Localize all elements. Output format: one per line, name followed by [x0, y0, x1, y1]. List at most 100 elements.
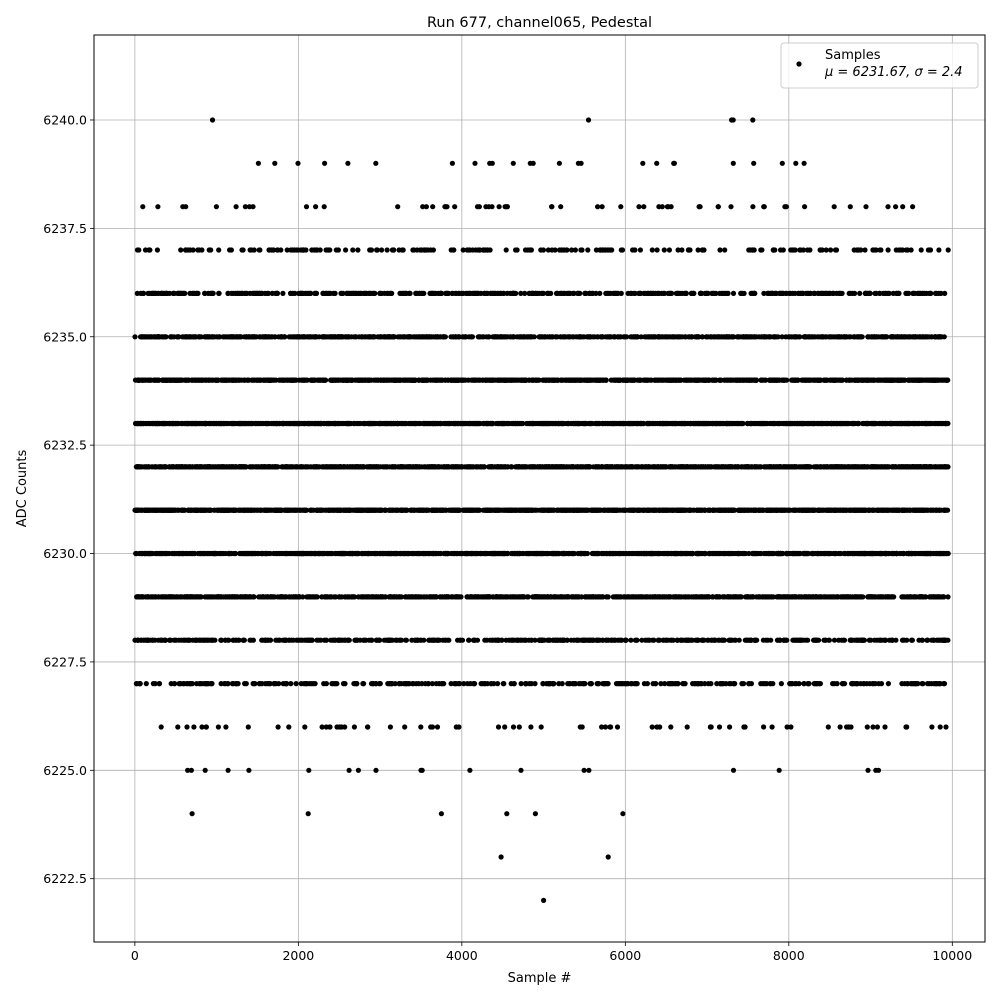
data-point: [370, 681, 376, 687]
data-point: [705, 681, 712, 687]
data-point: [564, 637, 570, 643]
data-point: [710, 637, 717, 643]
data-point: [721, 637, 728, 643]
data-point: [644, 637, 650, 643]
data-point: [351, 724, 357, 730]
data-point: [904, 681, 910, 687]
data-point: [522, 637, 528, 643]
data-point: [599, 724, 605, 730]
data-point: [768, 637, 774, 643]
data-point: [564, 594, 570, 600]
data-point: [387, 637, 394, 643]
data-point: [638, 594, 645, 600]
data-point: [930, 550, 936, 557]
data-point: [167, 637, 173, 643]
data-point: [270, 507, 276, 513]
data-point: [141, 637, 147, 643]
data-point: [279, 550, 285, 557]
data-point: [763, 637, 769, 643]
data-point: [361, 681, 367, 687]
data-point: [874, 724, 881, 730]
data-point: [635, 550, 641, 557]
data-point: [359, 550, 365, 557]
data-point: [253, 550, 259, 557]
data-point: [689, 550, 695, 557]
data-point: [796, 681, 802, 687]
data-point: [691, 507, 697, 513]
data-point: [783, 637, 789, 643]
data-point: [171, 637, 177, 643]
data-point: [801, 594, 808, 600]
data-point: [282, 637, 288, 643]
data-point: [502, 724, 508, 730]
data-point: [298, 507, 304, 513]
data-point: [391, 594, 397, 600]
data-point: [203, 724, 209, 730]
data-point: [431, 594, 437, 600]
data-point: [518, 681, 524, 687]
data-point: [230, 681, 236, 687]
data-point: [332, 637, 338, 643]
data-point: [814, 637, 820, 643]
data-point: [292, 550, 298, 557]
data-point: [191, 724, 197, 730]
data-point: [729, 550, 736, 557]
data-point: [831, 637, 838, 643]
data-point: [467, 767, 473, 773]
data-point: [743, 594, 750, 600]
data-point: [529, 637, 535, 643]
data-point: [699, 594, 705, 600]
data-point: [416, 681, 422, 687]
data-point: [924, 637, 930, 643]
data-point: [415, 594, 421, 600]
data-points: [132, 117, 951, 904]
data-point: [142, 550, 148, 557]
data-point: [464, 594, 470, 600]
data-point: [850, 550, 856, 557]
data-point: [373, 594, 379, 600]
data-point: [439, 507, 445, 513]
data-point: [143, 507, 149, 513]
data-point: [563, 550, 569, 557]
data-point: [587, 681, 593, 687]
data-point: [678, 594, 685, 600]
data-point: [408, 507, 414, 513]
data-point: [551, 681, 557, 687]
data-point: [738, 594, 744, 600]
data-point: [202, 507, 208, 513]
data-point: [411, 550, 417, 557]
data-point: [910, 594, 917, 600]
data-point: [569, 550, 576, 557]
data-point: [302, 724, 308, 730]
data-point: [272, 550, 279, 557]
data-point: [884, 550, 890, 557]
data-point: [149, 550, 155, 557]
data-point: [858, 637, 864, 643]
data-point: [445, 637, 451, 643]
data-point: [694, 637, 700, 643]
data-point: [841, 637, 848, 643]
data-point: [510, 724, 517, 730]
data-point: [651, 637, 657, 643]
data-point: [134, 681, 140, 687]
data-point: [882, 594, 889, 600]
data-point: [790, 594, 796, 600]
data-point: [523, 550, 529, 557]
data-point: [817, 507, 823, 513]
data-point: [435, 550, 442, 557]
data-point: [899, 594, 905, 600]
data-point: [355, 767, 361, 773]
data-point: [904, 637, 910, 643]
data-point: [611, 507, 617, 513]
data-point: [457, 637, 463, 643]
data-point: [545, 594, 551, 600]
data-point: [806, 681, 812, 687]
data-point: [251, 681, 257, 687]
data-point: [929, 681, 935, 687]
data-point: [827, 594, 833, 600]
data-point: [375, 637, 381, 643]
data-point: [298, 550, 304, 557]
data-point: [870, 724, 876, 730]
data-point: [707, 724, 714, 730]
